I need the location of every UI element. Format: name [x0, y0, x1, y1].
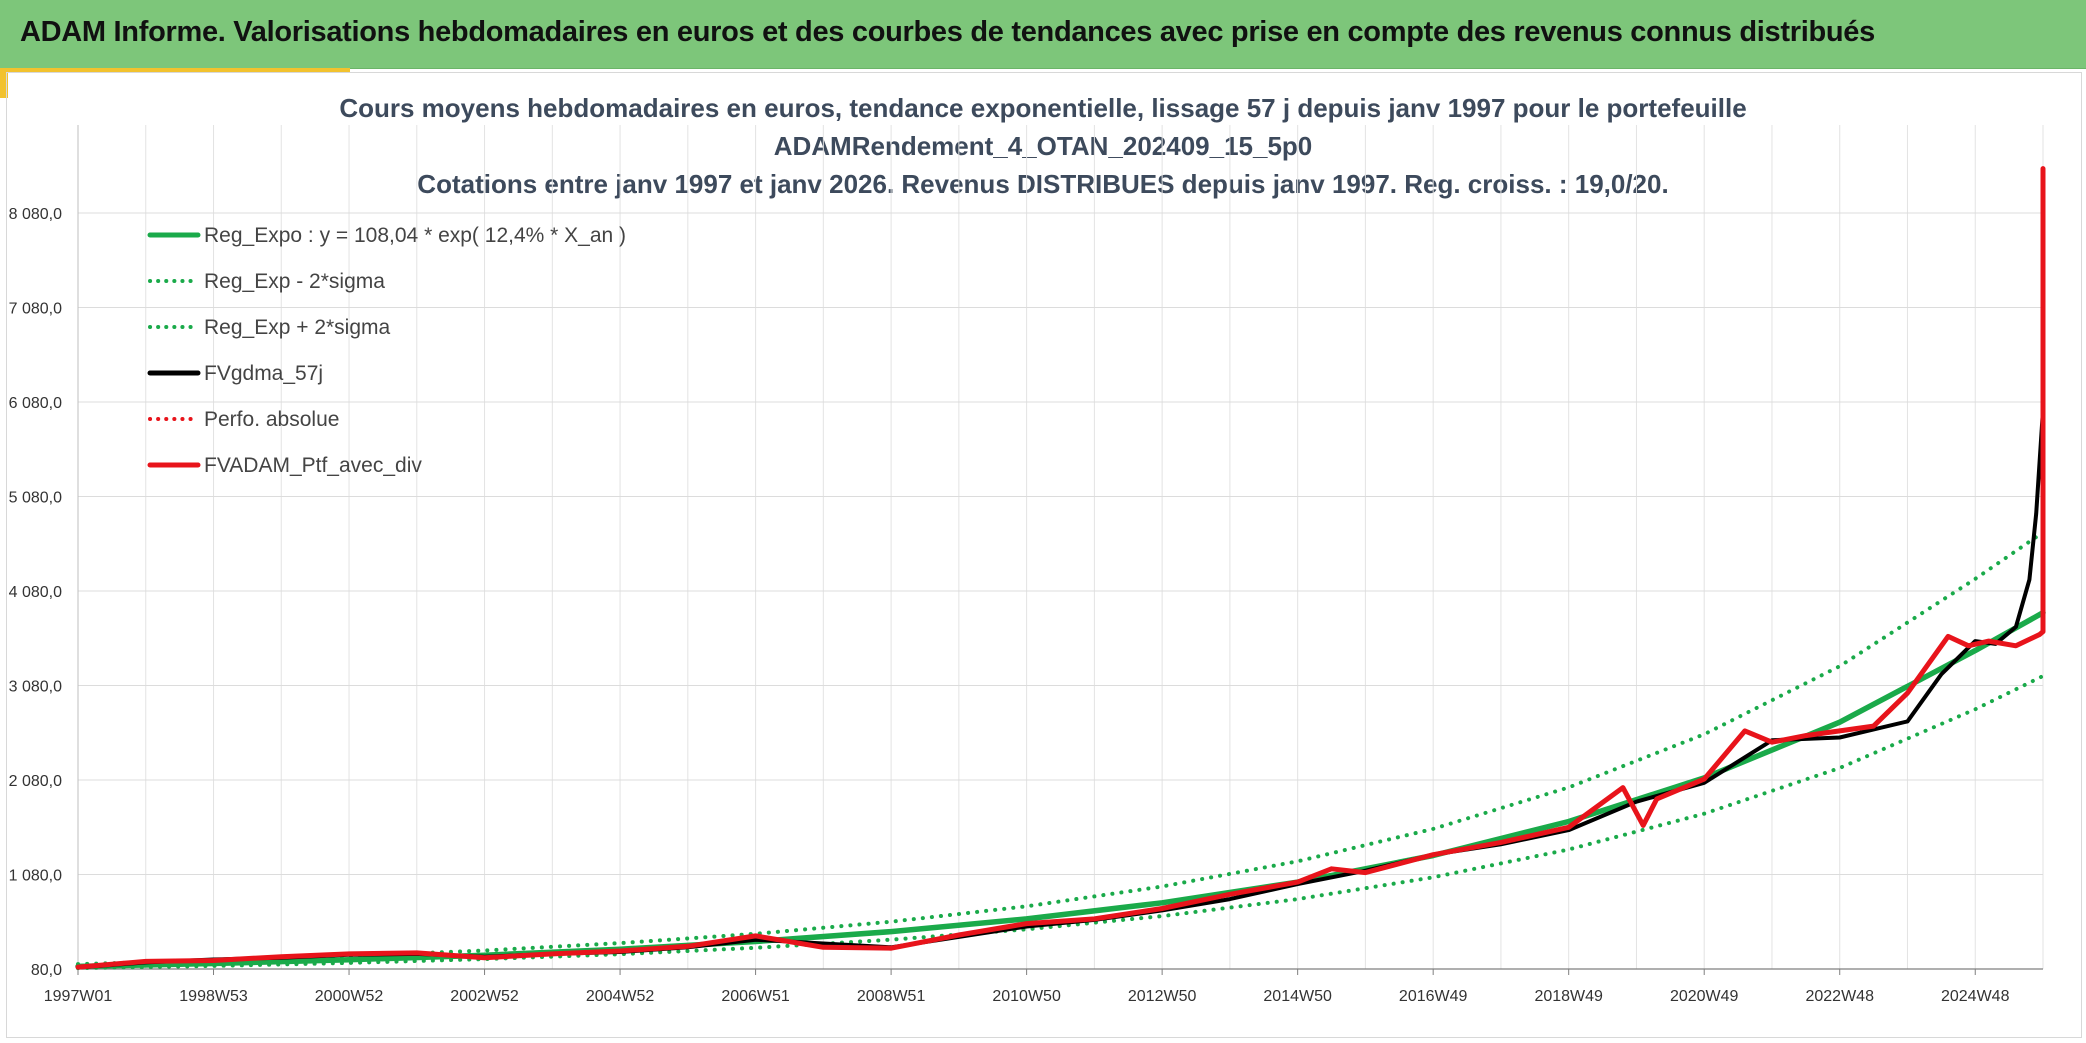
- series-line-3: [76, 407, 2045, 970]
- series-perfo-absolue: [2041, 629, 2045, 634]
- x-tick-label: 2020W49: [1670, 988, 1739, 1005]
- series-line-1: [76, 674, 2045, 971]
- accent-stripe-top: [0, 68, 350, 73]
- chart-frame: [6, 72, 2082, 1038]
- x-tick-label: 2022W48: [1805, 988, 1874, 1005]
- x-tick-label: 2024W48: [1941, 988, 2010, 1005]
- y-tick-label: 80,0: [31, 962, 62, 979]
- legend-portfolio-label: FVADAM_Ptf_avec_div: [204, 454, 422, 477]
- chart-title-line-1: Cours moyens hebdomadaires en euros, ten…: [339, 93, 1747, 123]
- chart-title-line-3: Cotations entre janv 1997 et janv 2026. …: [417, 169, 1669, 199]
- x-tick-label: 1997W01: [44, 988, 113, 1005]
- header-bar: ADAM Informe. Valorisations hebdomadaire…: [0, 0, 2086, 69]
- y-tick-label: 3 080,0: [9, 679, 62, 696]
- legend-lower-band-label: Reg_Exp - 2*sigma: [204, 270, 385, 293]
- x-tick-label: 2006W51: [721, 988, 790, 1005]
- y-tick-label: 4 080,0: [9, 584, 62, 601]
- legend-upper-band-label: Reg_Exp + 2*sigma: [204, 316, 391, 339]
- x-tick-label: 2004W52: [586, 988, 655, 1005]
- x-tick-label: 2014W50: [1263, 988, 1332, 1005]
- page-title: ADAM Informe. Valorisations hebdomadaire…: [20, 16, 1875, 48]
- series-line-0: [75, 609, 2046, 970]
- series-line-2: [76, 530, 2045, 967]
- legend-perfo-label: Perfo. absolue: [204, 408, 339, 431]
- x-tick-label: 2016W49: [1399, 988, 1468, 1005]
- y-tick-label: 8 080,0: [9, 206, 62, 223]
- y-tick-label: 1 080,0: [9, 868, 62, 885]
- legend-regression-label: Reg_Expo : y = 108,04 * exp( 12,4% * X_a…: [204, 224, 626, 247]
- y-tick-label: 7 080,0: [9, 301, 62, 318]
- x-tick-label: 2018W49: [1534, 988, 1603, 1005]
- x-tick-label: 2012W50: [1128, 988, 1197, 1005]
- series-line-5: [75, 166, 2046, 970]
- chart-title-line-2: ADAMRendement_4_OTAN_202409_15_5p0: [773, 131, 1313, 161]
- x-tick-label: 2008W51: [857, 988, 926, 1005]
- x-tick-label: 2010W50: [992, 988, 1061, 1005]
- y-tick-label: 5 080,0: [9, 490, 62, 507]
- x-tick-label: 2002W52: [450, 988, 519, 1005]
- accent-stripe-left: [0, 68, 8, 98]
- y-tick-label: 6 080,0: [9, 395, 62, 412]
- x-tick-label: 2000W52: [315, 988, 384, 1005]
- legend-fvgdma-label: FVgdma_57j: [204, 362, 323, 385]
- y-tick-label: 2 080,0: [9, 773, 62, 790]
- x-tick-label: 1998W53: [179, 988, 248, 1005]
